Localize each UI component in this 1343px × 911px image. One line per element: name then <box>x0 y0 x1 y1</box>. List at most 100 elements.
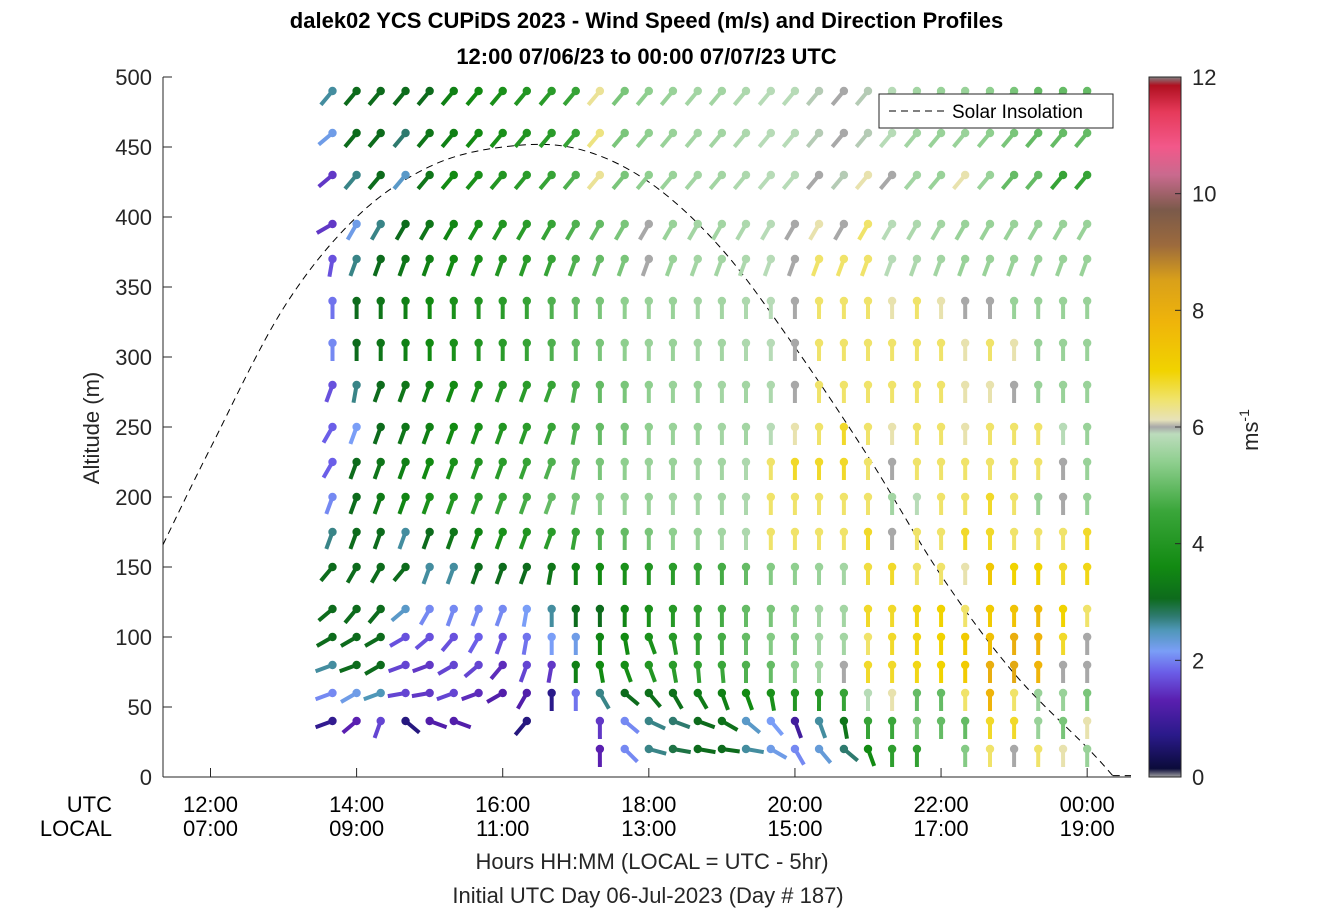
wind-barb-dot <box>693 219 702 229</box>
wind-barb-dot <box>766 604 776 614</box>
wind-barb-dot <box>547 128 556 138</box>
wind-barb-dot <box>425 492 434 502</box>
wind-barb-dot <box>620 527 629 537</box>
wind-barb-dot <box>766 254 776 264</box>
wind-barb-dot <box>376 688 385 698</box>
wind-barb-dot <box>814 716 824 726</box>
wind-barb-dot <box>352 632 361 642</box>
wind-barb-dot <box>547 380 556 390</box>
wind-barb-dot <box>547 422 556 432</box>
colorbar-tick-label: 8 <box>1192 298 1204 323</box>
wind-barb-dot <box>912 219 922 229</box>
wind-barb-dot <box>522 338 532 348</box>
wind-barb-dot <box>741 254 751 264</box>
wind-barb-dot <box>960 219 970 229</box>
wind-barb-dot <box>522 716 532 726</box>
wind-barb-dot <box>839 380 849 390</box>
wind-barb-dot <box>960 422 970 432</box>
solar-insolation-curve <box>162 143 1114 776</box>
wind-barb-dot <box>547 170 556 180</box>
wind-barb-dot <box>522 380 532 390</box>
wind-barb-dot <box>401 422 410 432</box>
wind-barb-dot <box>1082 632 1092 642</box>
wind-barb-dot <box>571 632 580 642</box>
wind-barb-dot <box>741 527 751 537</box>
wind-barb-dot <box>595 660 605 670</box>
wind-barb-dot <box>790 562 800 572</box>
wind-barb-dot <box>985 219 995 229</box>
wind-barb-dot <box>449 527 458 537</box>
wind-barb-dot <box>936 380 946 390</box>
colorbar-label-exponent: -1 <box>1236 409 1252 422</box>
wind-barb-dot <box>401 338 410 348</box>
wind-barb-dot <box>985 254 995 264</box>
wind-barb-dot <box>571 688 580 698</box>
x-axis-label-day: Initial UTC Day 06-Jul-2023 (Day # 187) <box>452 883 843 908</box>
wind-barb-dot <box>595 219 605 229</box>
wind-barb-dot <box>985 492 995 502</box>
wind-barb-dot <box>522 219 532 229</box>
wind-barb-dot <box>522 527 532 537</box>
wind-barb-dot <box>985 562 995 572</box>
y-tick-label: 200 <box>115 485 152 510</box>
wind-barb-dot <box>595 422 605 432</box>
wind-barb-dot <box>547 660 556 670</box>
wind-barb-dot <box>547 604 556 614</box>
wind-barb-dot <box>401 604 410 614</box>
chart-subtitle: 12:00 07/06/23 to 00:00 07/07/23 UTC <box>456 44 837 69</box>
wind-barb-dot <box>620 562 629 572</box>
wind-barb-dot <box>449 716 458 726</box>
wind-barb-dot <box>595 527 605 537</box>
wind-barb-dot <box>620 86 629 96</box>
wind-barb-dot <box>449 86 458 96</box>
wind-barb-dot <box>401 562 410 572</box>
wind-barb-dot <box>693 338 702 348</box>
wind-barb-dot <box>498 422 507 432</box>
wind-barb-dot <box>741 380 751 390</box>
wind-barb-dot <box>936 219 946 229</box>
wind-barb-dot <box>620 170 629 180</box>
wind-barb-dot <box>595 744 605 754</box>
wind-barb-dot <box>839 254 849 264</box>
wind-barb-dot <box>741 422 751 432</box>
wind-barb-dot <box>936 128 946 138</box>
wind-barb-dot <box>814 660 824 670</box>
wind-barb-dot <box>693 128 702 138</box>
wind-barb-dot <box>595 716 605 726</box>
wind-barb-dot <box>644 716 654 726</box>
wind-barb-dot <box>328 338 337 348</box>
wind-barb-dot <box>668 744 678 754</box>
wind-barb-dot <box>863 422 873 432</box>
wind-barb-dot <box>425 128 434 138</box>
wind-barb-dot <box>644 86 654 96</box>
wind-barb-dot <box>814 744 824 754</box>
wind-barb-dot <box>960 128 970 138</box>
wind-barb-dot <box>960 254 970 264</box>
wind-barb-dot <box>936 296 946 306</box>
wind-barb-dot <box>522 170 532 180</box>
wind-barb-dot <box>522 128 532 138</box>
wind-barb-dot <box>985 457 995 467</box>
wind-barb-dot <box>1058 380 1068 390</box>
wind-barb-dot <box>717 457 727 467</box>
wind-barb-dot <box>717 716 727 726</box>
wind-barb-dot <box>474 632 483 642</box>
wind-barb-dot <box>863 380 873 390</box>
wind-barb-dot <box>620 457 629 467</box>
wind-barb-dot <box>376 170 385 180</box>
wind-barb-dot <box>693 380 702 390</box>
wind-barb-dot <box>814 492 824 502</box>
wind-barb-dot <box>1034 492 1043 502</box>
wind-barb-dot <box>1058 86 1068 96</box>
x-tick-label-local: 07:00 <box>183 816 238 841</box>
wind-barb-dot <box>425 660 434 670</box>
wind-barb-dot <box>985 128 995 138</box>
wind-barb-dot <box>693 492 702 502</box>
wind-barb-dot <box>498 380 507 390</box>
wind-barb-dot <box>912 688 922 698</box>
wind-barb-dot <box>839 422 849 432</box>
wind-barb-dot <box>717 604 727 614</box>
wind-barb-dot <box>717 128 727 138</box>
wind-barb-dot <box>644 492 654 502</box>
